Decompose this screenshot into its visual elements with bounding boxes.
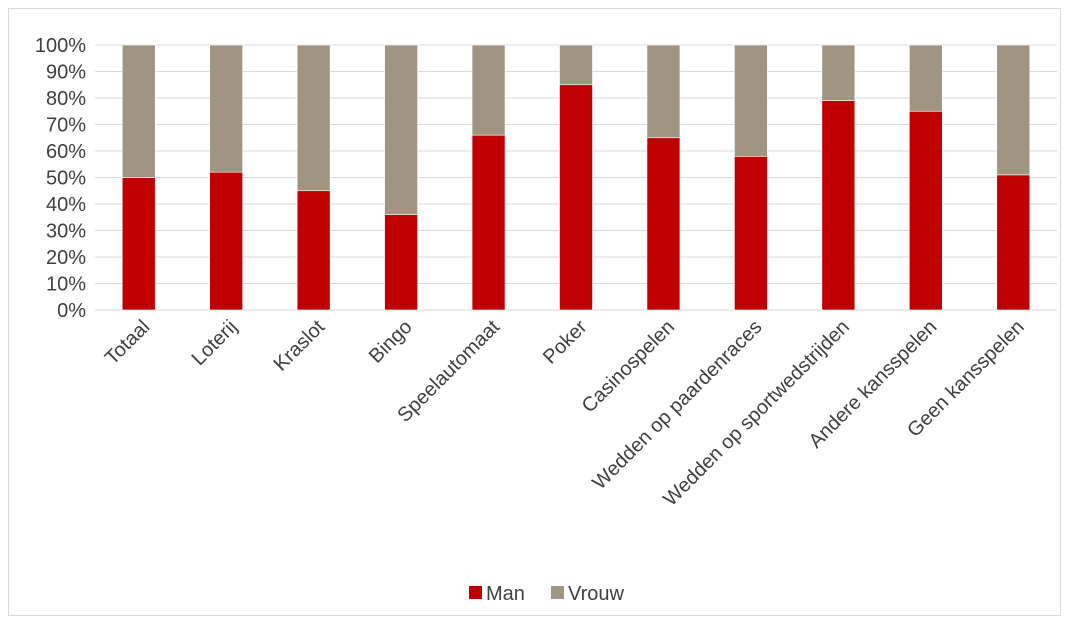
bar-segment-vrouw xyxy=(909,44,943,112)
bar-segment-vrouw xyxy=(734,44,768,157)
bar-segment-vrouw xyxy=(559,44,593,86)
y-tick-label: 40% xyxy=(46,194,86,216)
bar-segment-man xyxy=(821,100,856,311)
x-category-label: Kraslot xyxy=(270,316,330,376)
y-tick-label: 90% xyxy=(46,62,86,84)
bar-segment-vrouw xyxy=(296,44,331,192)
bar-segment-man xyxy=(559,84,593,311)
bar-segment-man xyxy=(209,171,243,311)
legend-swatch-man xyxy=(469,586,482,599)
y-tick-label: 20% xyxy=(46,247,86,269)
bar-segment-vrouw xyxy=(821,44,856,101)
bar-segment-vrouw xyxy=(646,44,681,139)
bar-segment-man xyxy=(646,137,681,311)
bar-segment-man xyxy=(909,110,943,311)
legend-swatch-vrouw xyxy=(551,586,564,599)
y-tick-label: 30% xyxy=(46,221,86,243)
x-category-label: Totaal xyxy=(101,316,154,369)
y-tick-label: 80% xyxy=(46,88,86,110)
bar-segment-man xyxy=(121,177,156,311)
x-category-label: Bingo xyxy=(365,316,417,368)
bar-segment-vrouw xyxy=(209,44,243,173)
y-tick-label: 0% xyxy=(57,300,86,322)
bar-segment-man xyxy=(471,134,506,311)
bar-segment-vrouw xyxy=(996,44,1031,176)
y-axis-ticks: 0% 10% 20% 30% 40% 50% 60% 70% 80% 90% 100% xyxy=(35,35,86,322)
bars xyxy=(121,44,1031,311)
bar-segment-vrouw xyxy=(384,44,418,215)
bar-segment-man xyxy=(296,190,331,311)
y-tick-label: 100% xyxy=(35,35,86,57)
bar-segment-man xyxy=(384,214,418,311)
x-category-label: Loterij xyxy=(188,316,242,370)
x-category-label: Poker xyxy=(539,316,592,369)
y-tick-label: 60% xyxy=(46,141,86,163)
legend-label-vrouw: Vrouw xyxy=(568,583,625,605)
bar-segment-vrouw xyxy=(471,44,506,136)
legend: Man Vrouw xyxy=(469,583,625,605)
y-tick-label: 70% xyxy=(46,115,86,137)
y-tick-label: 50% xyxy=(46,168,86,190)
y-tick-label: 10% xyxy=(46,274,86,296)
chart-frame xyxy=(8,8,1061,616)
bar-segment-man xyxy=(734,156,768,311)
x-category-label: Wedden op sportwedstrijden xyxy=(659,316,854,511)
x-category-label: Wedden op paardenraces xyxy=(588,316,766,494)
bar-segment-man xyxy=(996,174,1031,311)
bar-segment-vrouw xyxy=(121,44,156,178)
legend-label-man: Man xyxy=(486,583,525,605)
